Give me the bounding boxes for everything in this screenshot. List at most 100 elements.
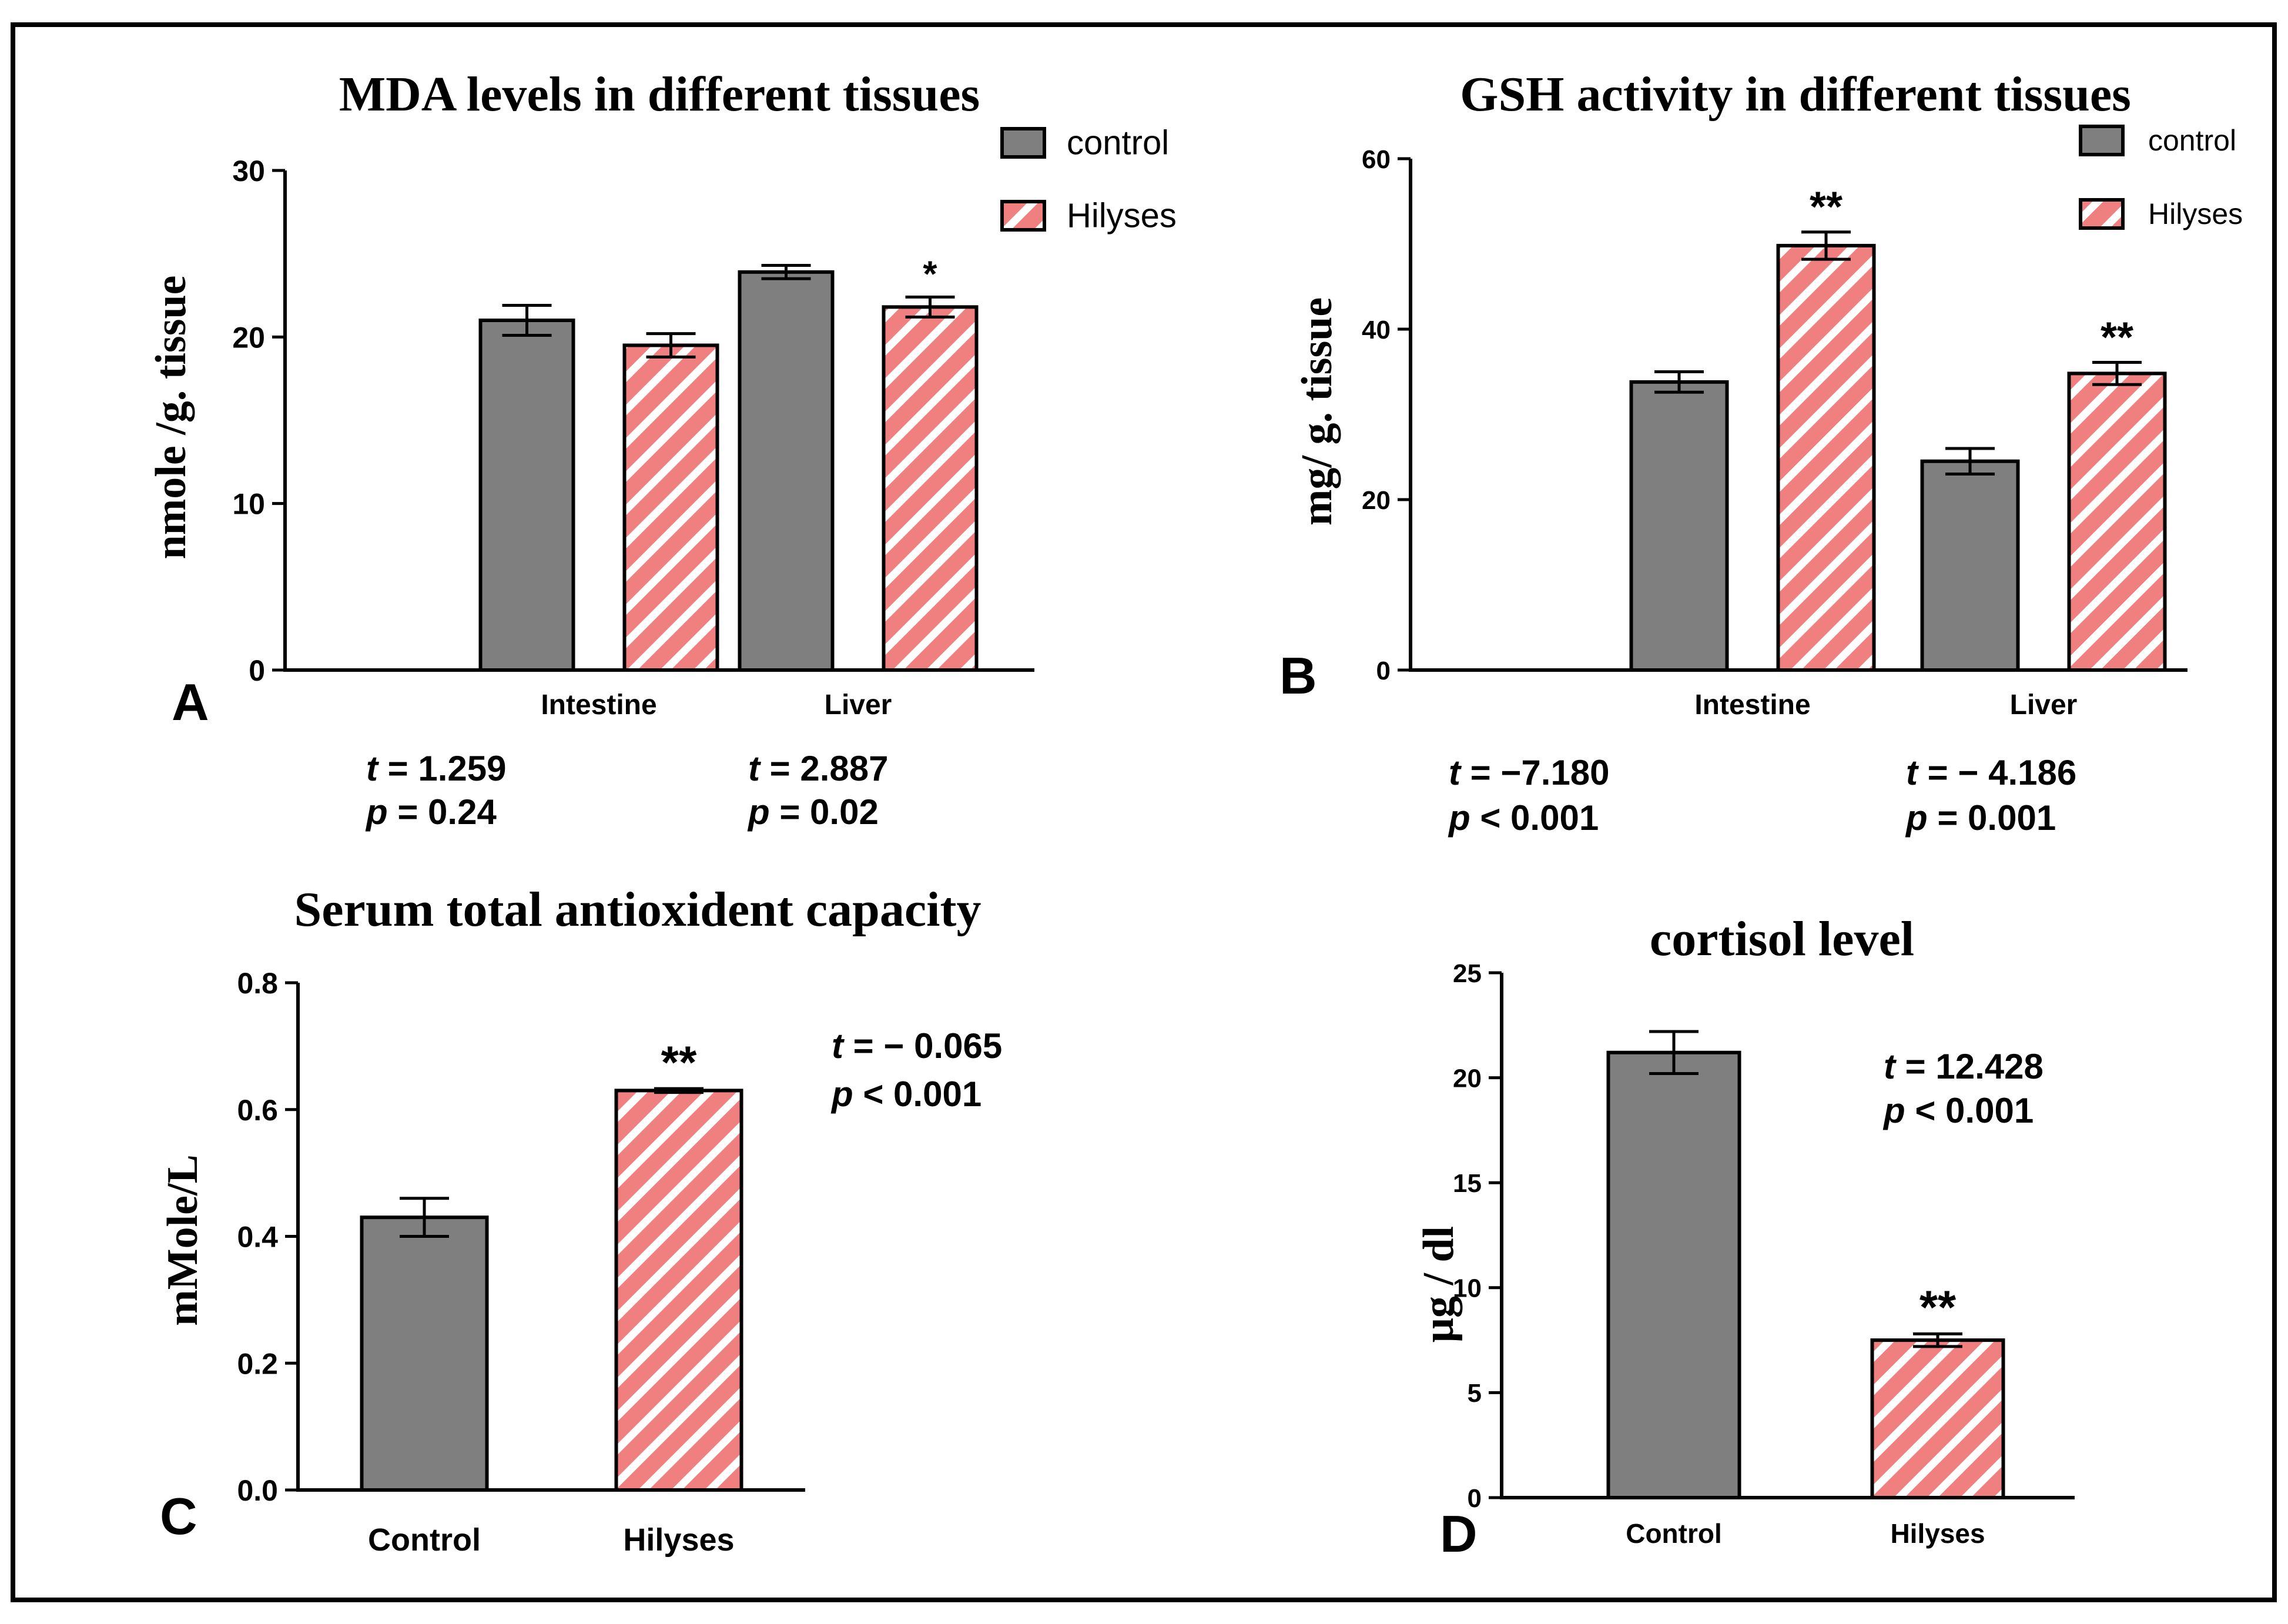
x-category-label: Control — [1626, 1518, 1722, 1549]
legend-label: Hilyses — [2148, 197, 2243, 230]
legend-swatch-hilyses — [1000, 200, 1046, 232]
bar-hilyses — [614, 1089, 743, 1492]
y-tick-label: 30 — [232, 155, 265, 187]
chart-panel-a: MDA levels in different tissues nmole /g.… — [147, 67, 1177, 832]
y-tick-label: 40 — [1362, 316, 1391, 344]
y-axis-label: mMole/L — [159, 1154, 207, 1326]
y-tick-label: 5 — [1468, 1379, 1482, 1408]
y-tick-label: 10 — [232, 488, 265, 521]
chart-panel-c: Serum total antioxident capacity mMole/L C… — [159, 882, 1002, 1558]
bar-hilyses — [882, 305, 979, 672]
legend-swatch-control — [2079, 125, 2125, 156]
significance-marker: ** — [1919, 1281, 1957, 1333]
bar-hilyses — [2067, 371, 2167, 672]
y-axis-label: μg / dl — [1415, 1226, 1463, 1342]
t-statistic-symbol: t — [748, 749, 762, 788]
chart-title: Serum total antioxident capacity — [294, 882, 981, 937]
chart-title: cortisol level — [1650, 912, 1914, 966]
legend-swatch-control — [1000, 127, 1046, 159]
significance-marker: ** — [2101, 314, 2133, 361]
t-statistic-value: = 12.428 — [1895, 1047, 2044, 1086]
p-value-symbol: p — [365, 792, 388, 832]
t-statistic-symbol: t — [832, 1026, 845, 1066]
y-tick-label: 0.6 — [237, 1094, 278, 1127]
legend-label: Hilyses — [1067, 197, 1177, 235]
x-category-label: Control — [368, 1522, 481, 1558]
y-tick-label: 15 — [1453, 1169, 1482, 1198]
bar-hilyses — [1870, 1338, 2005, 1500]
bar-control — [1629, 380, 1729, 672]
x-category-label: Liver — [2010, 689, 2078, 721]
bar-control — [738, 270, 835, 672]
p-value: p = 0.001 — [1905, 798, 2056, 838]
t-statistic-value: = −7.180 — [1460, 753, 1610, 792]
bar-control — [360, 1216, 489, 1492]
p-value-symbol: p — [747, 792, 770, 832]
panel-label: A — [172, 673, 209, 731]
y-tick-label: 0 — [1376, 657, 1391, 685]
t-statistic: t = −7.180 — [1449, 753, 1610, 792]
significance-marker: ** — [661, 1036, 697, 1088]
t-statistic: t = 1.259 — [366, 749, 507, 788]
t-statistic-symbol: t — [1884, 1047, 1897, 1086]
panel-label: D — [1440, 1505, 1478, 1563]
panel-label: B — [1279, 647, 1317, 705]
x-category-label: Liver — [825, 689, 892, 721]
y-tick-label: 10 — [1453, 1274, 1482, 1303]
t-statistic-symbol: t — [366, 749, 380, 788]
chart-panel-b: GSH activity in different tissues mg/ g. … — [1279, 67, 2243, 838]
t-statistic: t = 2.887 — [748, 749, 889, 788]
panel-label: C — [160, 1487, 197, 1545]
p-value-symbol: p — [830, 1074, 853, 1114]
p-value: p < 0.001 — [830, 1074, 981, 1114]
p-value-symbol: p — [1905, 798, 1928, 838]
t-statistic-symbol: t — [1449, 753, 1462, 792]
t-statistic-symbol: t — [1906, 753, 1919, 792]
bar-hilyses — [1776, 243, 1876, 672]
x-category-label: Intestine — [1694, 689, 1810, 721]
y-tick-label: 0.8 — [237, 967, 278, 1000]
t-statistic-value: = 1.259 — [378, 749, 507, 788]
y-tick-label: 0.2 — [237, 1347, 278, 1380]
chart-title: MDA levels in different tissues — [339, 67, 980, 122]
figure-border — [11, 22, 2277, 1602]
p-value-value: < 0.001 — [853, 1074, 982, 1114]
y-tick-label: 0 — [1468, 1484, 1482, 1513]
p-value-symbol: p — [1882, 1091, 1905, 1130]
bar-control — [1606, 1050, 1741, 1499]
legend-swatch-hilyses — [2079, 198, 2125, 230]
p-value-value: < 0.001 — [1470, 798, 1599, 838]
p-value-value: = 0.02 — [770, 792, 879, 832]
bar-control — [1920, 459, 2020, 672]
t-statistic-value: = − 0.065 — [843, 1026, 1002, 1066]
p-value-value: = 0.24 — [388, 792, 497, 832]
x-category-label: Hilyses — [1890, 1518, 1985, 1549]
chart-panel-d: cortisol level μg / dl D0 5 10 15 20 25 Control *… — [1415, 912, 2075, 1563]
p-value-value: < 0.001 — [1905, 1091, 2034, 1130]
x-category-label: Intestine — [541, 689, 656, 721]
y-tick-label: 20 — [1453, 1064, 1482, 1093]
t-statistic: t = 12.428 — [1884, 1047, 2044, 1086]
t-statistic: t = − 0.065 — [832, 1026, 1002, 1066]
y-tick-label: 0.4 — [237, 1221, 278, 1254]
p-value: p = 0.02 — [747, 792, 879, 832]
bar-hilyses — [622, 343, 719, 672]
y-axis-label: mg/ g. tissue — [1293, 297, 1341, 526]
significance-marker: ** — [1810, 184, 1843, 231]
legend-label: control — [1067, 124, 1169, 162]
legend-label: control — [2148, 124, 2236, 157]
bar-control — [478, 319, 575, 672]
chart-title: GSH activity in different tissues — [1460, 67, 2131, 122]
p-value-value: = 0.001 — [1928, 798, 2056, 838]
y-tick-label: 0.0 — [237, 1474, 278, 1507]
significance-marker: * — [923, 254, 937, 294]
y-tick-label: 20 — [232, 321, 265, 354]
p-value: p < 0.001 — [1882, 1091, 2034, 1130]
t-statistic-value: = 2.887 — [760, 749, 889, 788]
y-tick-label: 60 — [1362, 145, 1391, 174]
t-statistic: t = − 4.186 — [1906, 753, 2076, 792]
y-tick-label: 0 — [249, 654, 265, 687]
p-value: p = 0.24 — [365, 792, 497, 832]
y-axis-label: nmole /g. tissue — [147, 275, 195, 559]
